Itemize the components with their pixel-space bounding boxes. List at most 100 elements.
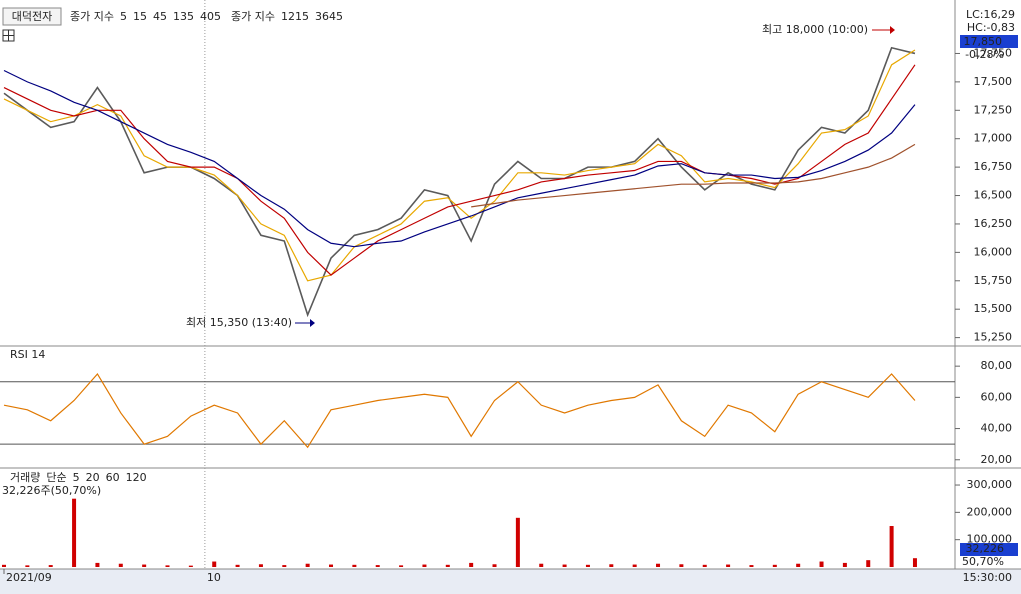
legend-entry: 거래량 (10, 471, 40, 484)
bar (445, 564, 450, 567)
y-tick-label: 17,750 (974, 46, 1013, 59)
legend-prefix: 종가 지수 (231, 10, 275, 23)
bar (889, 526, 894, 567)
time-label: 15:30:00 (963, 571, 1012, 584)
y-tick-label: 15,500 (974, 302, 1013, 315)
axis-area (955, 0, 1021, 594)
y-tick-label: 16,750 (974, 160, 1013, 173)
y-tick-label: 17,250 (974, 103, 1013, 116)
y-tick-label: 20,00 (981, 453, 1013, 466)
bar (212, 561, 217, 567)
legend-entry: 3645 (315, 10, 343, 23)
last-price: 17,850 (964, 35, 1003, 48)
bar (258, 564, 263, 567)
bar (118, 563, 123, 567)
legend-entry: 60 (106, 471, 120, 484)
volume-summary: 32,226주(50,70%) (2, 484, 101, 497)
series-line (3, 372, 916, 449)
x-tick-label: 2021/09 (6, 571, 52, 584)
bar (679, 564, 684, 567)
legend-entry: 405 (200, 10, 221, 23)
time-axis (0, 569, 1021, 594)
bar (609, 564, 614, 567)
bar (72, 498, 77, 567)
bar (48, 565, 53, 567)
legend-entry: 20 (86, 471, 100, 484)
rsi-title: RSI 14 (10, 348, 45, 361)
legend-entry: 1215 (281, 10, 309, 23)
bar (305, 563, 310, 567)
bar (2, 564, 6, 567)
legend-entry: 5 (120, 10, 127, 23)
bar (912, 558, 917, 567)
series-line (3, 64, 916, 276)
y-tick-label: 200,000 (967, 505, 1013, 518)
bar (329, 564, 334, 567)
y-tick-label: 16,000 (974, 245, 1013, 258)
y-tick-label: 60,00 (981, 390, 1013, 403)
bar (165, 565, 170, 567)
legend-entry: 120 (126, 471, 147, 484)
bar (25, 565, 30, 567)
y-tick-label: 40,00 (981, 422, 1013, 435)
bar (772, 564, 777, 567)
bar (515, 517, 520, 567)
series-line (3, 46, 916, 318)
bar (726, 564, 731, 567)
bar (422, 564, 427, 567)
bar (95, 562, 100, 567)
y-tick-label: 100,000 (967, 533, 1013, 546)
bar (539, 563, 544, 567)
y-tick-label: 17,000 (974, 132, 1013, 145)
y-tick-label: 15,250 (974, 331, 1013, 344)
series-line (471, 143, 916, 208)
low-annotation: 최저 15,350 (13:40) (186, 316, 292, 329)
legend-entry: 5 (73, 471, 80, 484)
hc-label: HC:-0,83 (967, 21, 1015, 34)
legend-prefix: 단순 (46, 471, 66, 484)
bar (819, 561, 824, 567)
bar (796, 563, 801, 567)
bar (469, 562, 474, 567)
bar (399, 565, 404, 567)
lc-label: LC:16,29 (966, 8, 1015, 21)
change: -0,28% (965, 48, 1004, 61)
bar (749, 565, 754, 567)
stock-name[interactable]: 대덕전자 (12, 10, 52, 23)
bar (235, 564, 240, 567)
bar (188, 565, 193, 567)
bar (702, 564, 707, 567)
bar (656, 563, 661, 567)
stock-name-box[interactable] (2, 7, 62, 26)
series-line (3, 69, 916, 248)
y-tick-label: 16,250 (974, 217, 1013, 230)
legend-entry: 45 (153, 10, 167, 23)
last-volume: 32,226 (966, 542, 1005, 555)
bar (585, 564, 590, 567)
x-tick-label: 10 (207, 571, 221, 584)
bar (492, 564, 497, 567)
last-volume-box (960, 543, 1018, 556)
legend-entry: 15 (133, 10, 147, 23)
bar (375, 565, 380, 567)
last-ratio: 50,70% (962, 555, 1004, 568)
high-arrow-head (890, 26, 895, 34)
bar (282, 565, 287, 567)
high-annotation: 최고 18,000 (10:00) (762, 23, 868, 36)
bar (866, 560, 871, 567)
last-price-box (960, 35, 1018, 48)
bar (842, 562, 847, 567)
y-tick-label: 15,750 (974, 274, 1013, 287)
legend-prefix: 종가 지수 (70, 10, 114, 23)
bar (632, 564, 637, 567)
bar (562, 564, 567, 567)
legend-entry: 135 (173, 10, 194, 23)
bar (142, 564, 147, 567)
y-tick-label: 17,500 (974, 75, 1013, 88)
y-tick-label: 16,500 (974, 189, 1013, 202)
series-line (3, 49, 916, 282)
low-arrow-head (310, 319, 315, 327)
y-tick-label: 300,000 (967, 478, 1013, 491)
